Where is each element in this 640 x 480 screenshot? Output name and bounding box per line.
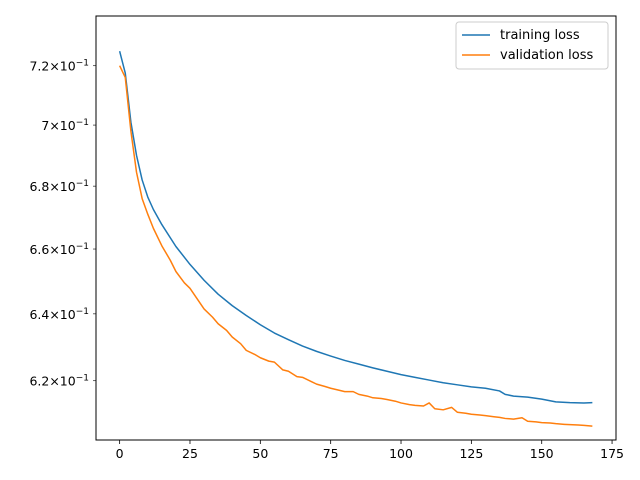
series-line-training-loss xyxy=(118,50,593,404)
x-tick-label: 50 xyxy=(252,446,268,461)
series-layer xyxy=(118,50,593,427)
y-tick-label: 7.2×10−1 xyxy=(29,59,89,74)
series-line-validation-loss xyxy=(118,65,593,427)
plot-area xyxy=(95,15,617,441)
legend-label-training: training loss xyxy=(500,28,580,43)
legend: training loss validation loss xyxy=(455,21,609,70)
x-tick-label: 125 xyxy=(459,446,483,461)
legend-label-validation: validation loss xyxy=(500,48,593,63)
axes-spines xyxy=(95,15,617,441)
x-tick-label: 150 xyxy=(530,446,554,461)
y-tick-label: 6.8×10−1 xyxy=(29,179,89,194)
axes-frame xyxy=(95,15,617,441)
x-tick-label: 100 xyxy=(389,446,413,461)
legend-box xyxy=(455,21,609,70)
y-tick-label: 7×10−1 xyxy=(41,118,89,133)
x-axis: 0 25 50 75 100 125 150 175 xyxy=(116,440,624,461)
y-tick-label: 6.6×10−1 xyxy=(29,242,89,257)
y-axis: 6.2×10−1 6.4×10−1 6.6×10−1 6.8×10−1 7×10−1 7.… xyxy=(29,59,96,389)
y-tick-label: 6.2×10−1 xyxy=(29,374,89,389)
axes-background xyxy=(96,16,616,440)
x-tick-label: 25 xyxy=(182,446,198,461)
x-tick-label: 175 xyxy=(600,446,624,461)
y-tick-label: 6.4×10−1 xyxy=(29,307,89,322)
x-tick-label: 0 xyxy=(116,446,124,461)
x-tick-label: 75 xyxy=(323,446,339,461)
